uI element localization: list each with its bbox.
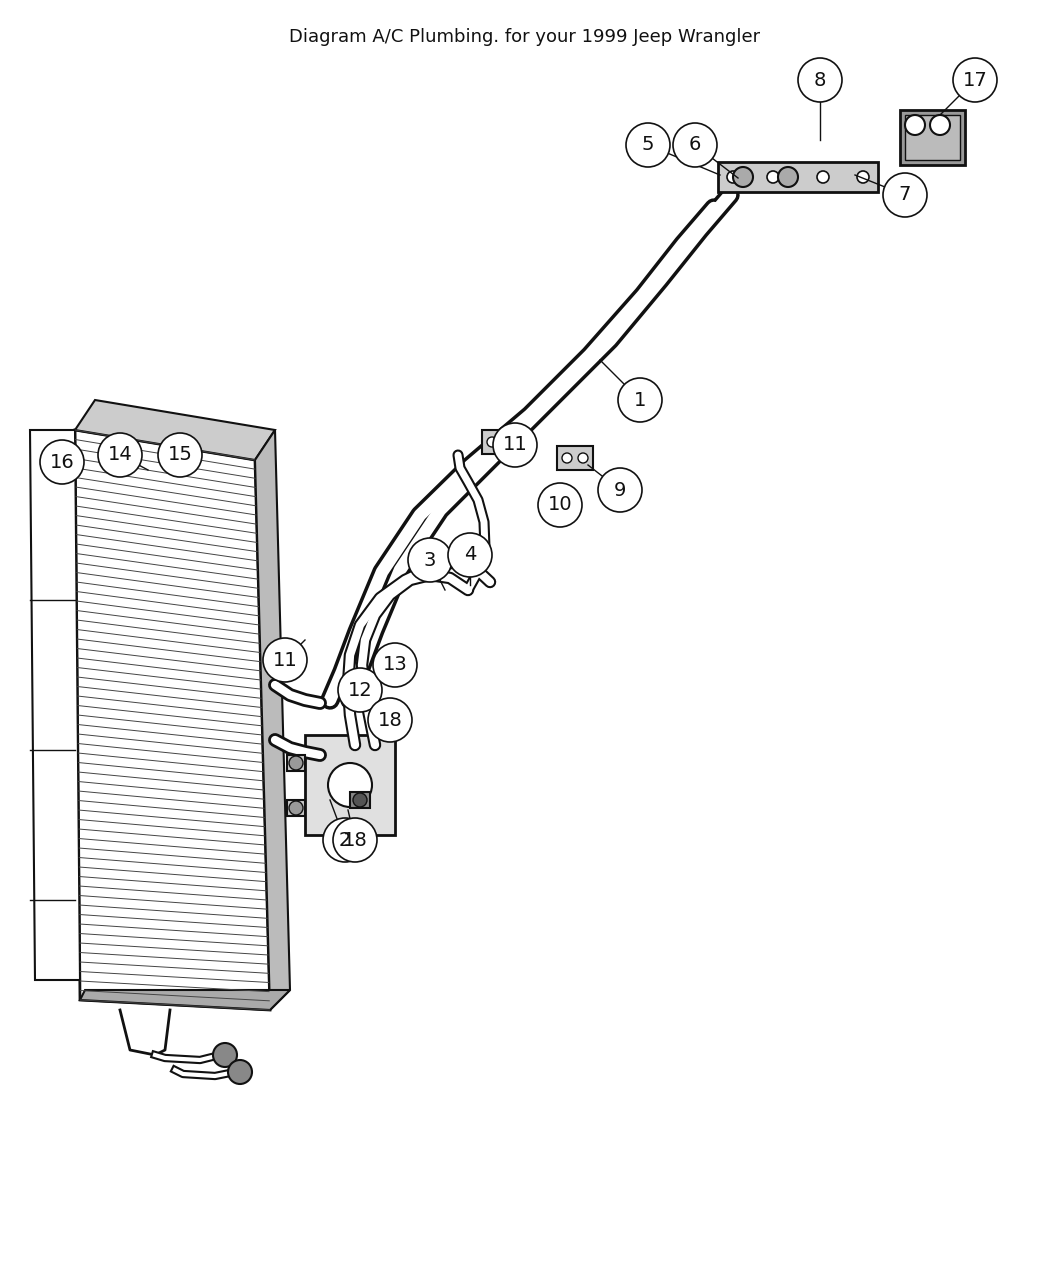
Circle shape bbox=[727, 171, 739, 184]
Circle shape bbox=[798, 57, 842, 102]
Text: 2: 2 bbox=[339, 830, 351, 849]
Circle shape bbox=[626, 122, 670, 167]
Text: 4: 4 bbox=[464, 546, 477, 565]
Polygon shape bbox=[255, 430, 290, 1010]
Text: 6: 6 bbox=[689, 135, 701, 154]
Text: 7: 7 bbox=[899, 185, 911, 204]
Text: Diagram A/C Plumbing. for your 1999 Jeep Wrangler: Diagram A/C Plumbing. for your 1999 Jeep… bbox=[290, 28, 760, 46]
Circle shape bbox=[487, 437, 497, 448]
Polygon shape bbox=[75, 400, 275, 460]
Circle shape bbox=[158, 434, 202, 477]
Text: 10: 10 bbox=[548, 496, 572, 515]
Circle shape bbox=[98, 434, 142, 477]
Circle shape bbox=[353, 793, 367, 807]
Circle shape bbox=[368, 697, 412, 742]
Circle shape bbox=[213, 1043, 237, 1067]
Circle shape bbox=[538, 483, 582, 527]
Circle shape bbox=[778, 167, 798, 187]
Circle shape bbox=[883, 173, 927, 217]
Text: 18: 18 bbox=[342, 830, 368, 849]
Text: 3: 3 bbox=[424, 551, 436, 570]
Circle shape bbox=[328, 762, 372, 807]
Text: 5: 5 bbox=[642, 135, 654, 154]
FancyBboxPatch shape bbox=[375, 708, 395, 723]
Circle shape bbox=[905, 115, 925, 135]
Text: 16: 16 bbox=[49, 453, 75, 472]
Circle shape bbox=[733, 167, 753, 187]
Circle shape bbox=[448, 533, 492, 578]
Text: 1: 1 bbox=[634, 390, 646, 409]
Text: 18: 18 bbox=[378, 710, 402, 729]
Circle shape bbox=[323, 819, 367, 862]
Text: 13: 13 bbox=[382, 655, 407, 674]
Circle shape bbox=[817, 171, 830, 184]
Circle shape bbox=[40, 440, 84, 484]
FancyBboxPatch shape bbox=[718, 162, 878, 193]
Polygon shape bbox=[80, 989, 290, 1010]
Polygon shape bbox=[75, 430, 270, 1010]
Text: 8: 8 bbox=[814, 70, 826, 89]
FancyBboxPatch shape bbox=[350, 792, 370, 808]
Circle shape bbox=[289, 801, 303, 815]
Polygon shape bbox=[30, 430, 80, 980]
Circle shape bbox=[953, 57, 997, 102]
Text: 15: 15 bbox=[168, 445, 192, 464]
Circle shape bbox=[598, 468, 642, 513]
Circle shape bbox=[673, 122, 717, 167]
Circle shape bbox=[618, 377, 662, 422]
Text: 14: 14 bbox=[107, 445, 132, 464]
Text: 12: 12 bbox=[348, 681, 373, 700]
Text: 9: 9 bbox=[614, 481, 626, 500]
FancyBboxPatch shape bbox=[905, 115, 960, 159]
Circle shape bbox=[578, 453, 588, 463]
FancyBboxPatch shape bbox=[556, 446, 593, 470]
Circle shape bbox=[408, 538, 452, 581]
Circle shape bbox=[378, 708, 392, 722]
FancyBboxPatch shape bbox=[482, 430, 518, 454]
Circle shape bbox=[289, 756, 303, 770]
Text: 11: 11 bbox=[273, 650, 297, 669]
FancyBboxPatch shape bbox=[287, 799, 304, 816]
Circle shape bbox=[503, 437, 513, 448]
Circle shape bbox=[562, 453, 572, 463]
Circle shape bbox=[373, 643, 417, 687]
Circle shape bbox=[930, 115, 950, 135]
Circle shape bbox=[333, 819, 377, 862]
Circle shape bbox=[494, 423, 537, 467]
Circle shape bbox=[338, 668, 382, 711]
Circle shape bbox=[857, 171, 869, 184]
Circle shape bbox=[262, 638, 307, 682]
FancyBboxPatch shape bbox=[287, 755, 304, 771]
Text: 11: 11 bbox=[503, 436, 527, 454]
Text: 17: 17 bbox=[963, 70, 987, 89]
Circle shape bbox=[228, 1060, 252, 1084]
FancyBboxPatch shape bbox=[900, 110, 965, 164]
FancyBboxPatch shape bbox=[304, 734, 395, 835]
Circle shape bbox=[766, 171, 779, 184]
